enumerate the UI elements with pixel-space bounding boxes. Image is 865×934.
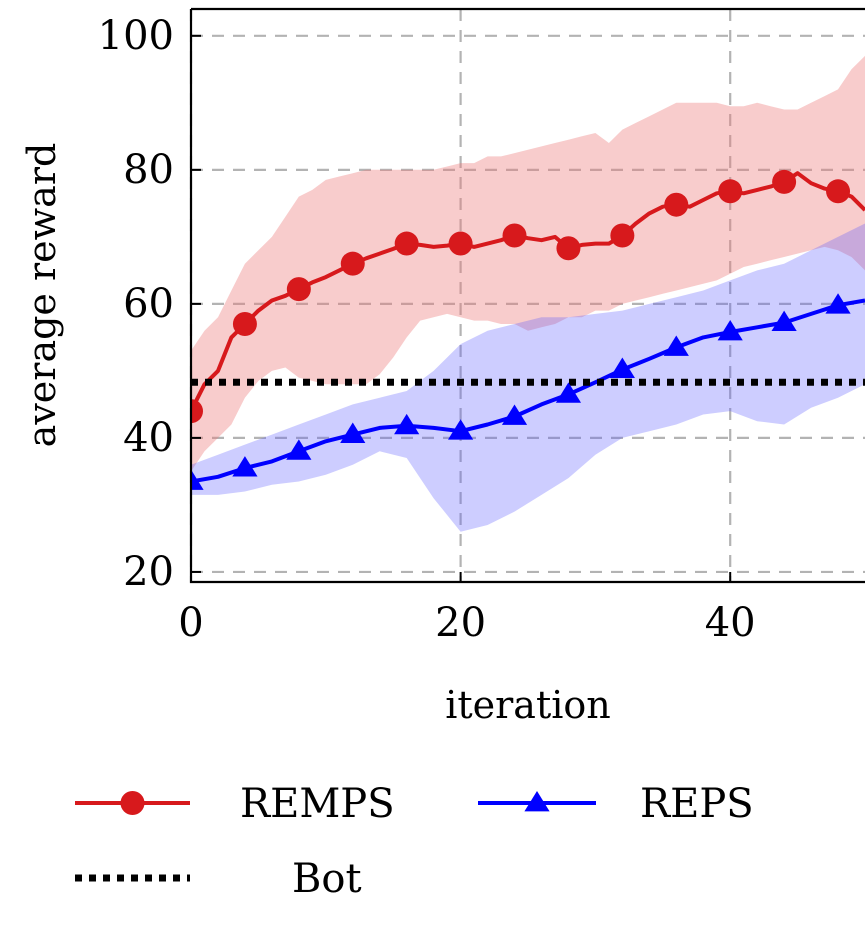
x-tick-label: 40	[705, 600, 756, 646]
legend-label-bot: Bot	[292, 856, 362, 902]
axis-frame	[189, 7, 865, 584]
reps-marker	[394, 413, 420, 435]
remps-marker	[394, 231, 419, 256]
remps-marker	[502, 223, 527, 248]
y-tick-label: 100	[98, 13, 174, 59]
reps-marker	[555, 382, 582, 403]
remps-marker	[286, 277, 311, 302]
band-remps	[191, 55, 865, 472]
legend-label-reps: REPS	[640, 781, 754, 827]
reps-marker	[825, 293, 851, 314]
band-reps	[191, 223, 865, 532]
remps-marker	[340, 251, 365, 276]
remps-marker	[610, 223, 635, 248]
reps-marker	[771, 310, 797, 332]
y-tick-label: 60	[123, 281, 174, 327]
reps-marker	[191, 469, 204, 490]
series-markers	[191, 169, 851, 490]
legend-marker-reps	[524, 791, 550, 812]
reps-marker	[448, 419, 474, 440]
confidence-bands	[191, 55, 865, 532]
reps-marker	[232, 456, 258, 477]
remps-marker	[664, 192, 689, 217]
plot-frame	[189, 7, 865, 584]
y-tick-label: 80	[123, 147, 174, 193]
y-axis-label: average reward	[20, 143, 64, 448]
remps-marker	[772, 169, 797, 194]
y-tick-label: 40	[123, 415, 174, 461]
remps-marker	[232, 311, 257, 336]
remps-marker	[556, 236, 581, 261]
reps-marker	[609, 357, 635, 378]
y-tick-label: 20	[123, 549, 174, 595]
reps-marker	[501, 404, 528, 425]
legend-marker-remps	[120, 791, 145, 815]
reps-marker	[663, 335, 689, 356]
reps-marker	[717, 320, 743, 341]
remps-marker	[718, 179, 743, 204]
legend: REMPS REPS Bot	[75, 781, 754, 902]
x-axis-label: iteration	[445, 683, 611, 727]
x-tick-label: 0	[178, 600, 203, 646]
remps-marker	[826, 179, 851, 204]
x-tick-label: 20	[435, 600, 486, 646]
reps-marker	[340, 422, 366, 443]
reps-marker	[286, 439, 312, 460]
remps-marker	[191, 399, 203, 424]
legend-label-remps: REMPS	[240, 781, 395, 827]
remps-marker	[448, 231, 473, 256]
